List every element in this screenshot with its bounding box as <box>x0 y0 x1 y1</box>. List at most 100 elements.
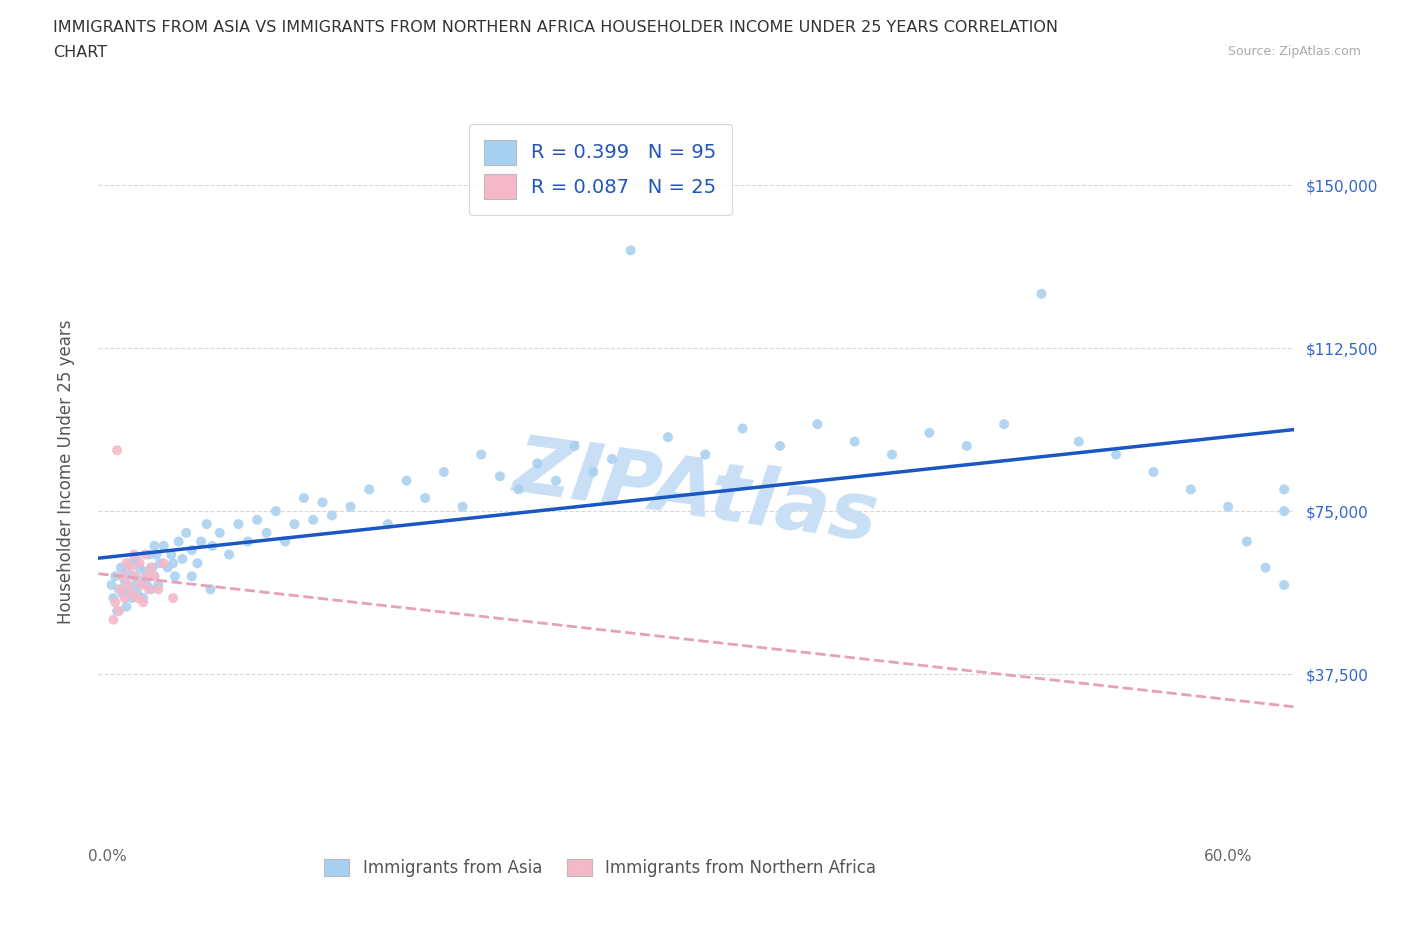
Point <box>600 451 623 466</box>
Point <box>145 547 167 562</box>
Point <box>108 604 131 618</box>
Text: Source: ZipAtlas.com: Source: ZipAtlas.com <box>1227 45 1361 58</box>
Point <box>134 565 156 579</box>
Point <box>190 534 212 549</box>
Point <box>128 560 150 575</box>
Point <box>413 491 436 506</box>
Point <box>302 512 325 527</box>
Point <box>246 512 269 527</box>
Point <box>163 569 186 584</box>
Point <box>274 534 297 549</box>
Point <box>115 599 138 614</box>
Point <box>731 421 754 436</box>
Point <box>152 538 174 553</box>
Point <box>769 438 792 453</box>
Point <box>256 525 278 540</box>
Point <box>1105 447 1128 462</box>
Point <box>526 456 548 471</box>
Point <box>121 586 143 601</box>
Point <box>321 508 343 523</box>
Point <box>105 604 128 618</box>
Point <box>544 473 567 488</box>
Point <box>131 578 153 592</box>
Point <box>508 482 530 497</box>
Point <box>186 556 208 571</box>
Point <box>115 556 138 571</box>
Point <box>218 547 240 562</box>
Point <box>311 495 333 510</box>
Point <box>148 578 170 592</box>
Point <box>114 591 136 605</box>
Point <box>264 504 287 519</box>
Point <box>160 547 183 562</box>
Point <box>120 556 142 571</box>
Point <box>103 612 125 627</box>
Point <box>117 582 139 597</box>
Point <box>134 547 156 562</box>
Point <box>132 595 155 610</box>
Point <box>1254 560 1277 575</box>
Point <box>489 469 512 484</box>
Point <box>918 425 941 440</box>
Point <box>138 547 160 562</box>
Point <box>200 582 222 597</box>
Point <box>143 538 166 553</box>
Point <box>139 582 162 597</box>
Point <box>956 438 979 453</box>
Point <box>115 565 138 579</box>
Point <box>993 417 1015 432</box>
Point <box>122 547 145 562</box>
Point <box>127 586 149 601</box>
Legend: Immigrants from Asia, Immigrants from Northern Africa: Immigrants from Asia, Immigrants from No… <box>318 852 883 883</box>
Point <box>470 447 492 462</box>
Point <box>110 560 132 575</box>
Point <box>174 525 197 540</box>
Point <box>104 595 127 610</box>
Point <box>208 525 231 540</box>
Point <box>377 517 399 532</box>
Point <box>121 591 143 605</box>
Point <box>128 556 150 571</box>
Point <box>156 560 179 575</box>
Point <box>125 569 148 584</box>
Text: CHART: CHART <box>53 45 107 60</box>
Point <box>117 578 139 592</box>
Point <box>122 569 145 584</box>
Point <box>359 482 381 497</box>
Point <box>104 569 127 584</box>
Point <box>125 578 148 592</box>
Point <box>132 591 155 605</box>
Point <box>1142 465 1164 480</box>
Point <box>1272 482 1295 497</box>
Point <box>143 569 166 584</box>
Point <box>1272 504 1295 519</box>
Point <box>114 573 136 588</box>
Point <box>110 582 132 597</box>
Point <box>111 569 134 584</box>
Point <box>162 556 184 571</box>
Point <box>103 591 125 605</box>
Point <box>195 517 218 532</box>
Point <box>138 582 160 597</box>
Point <box>236 534 259 549</box>
Point <box>111 586 134 601</box>
Point <box>172 551 194 566</box>
Point <box>105 443 128 458</box>
Point <box>620 243 643 258</box>
Point <box>120 560 142 575</box>
Point <box>806 417 828 432</box>
Point <box>451 499 474 514</box>
Point <box>139 560 162 575</box>
Point <box>152 556 174 571</box>
Point <box>125 551 148 566</box>
Point <box>180 569 202 584</box>
Point <box>844 434 866 449</box>
Point <box>149 556 172 571</box>
Point <box>695 447 717 462</box>
Point <box>201 538 224 553</box>
Point <box>339 499 361 514</box>
Point <box>292 491 315 506</box>
Point <box>180 543 202 558</box>
Point <box>127 591 149 605</box>
Point <box>148 582 170 597</box>
